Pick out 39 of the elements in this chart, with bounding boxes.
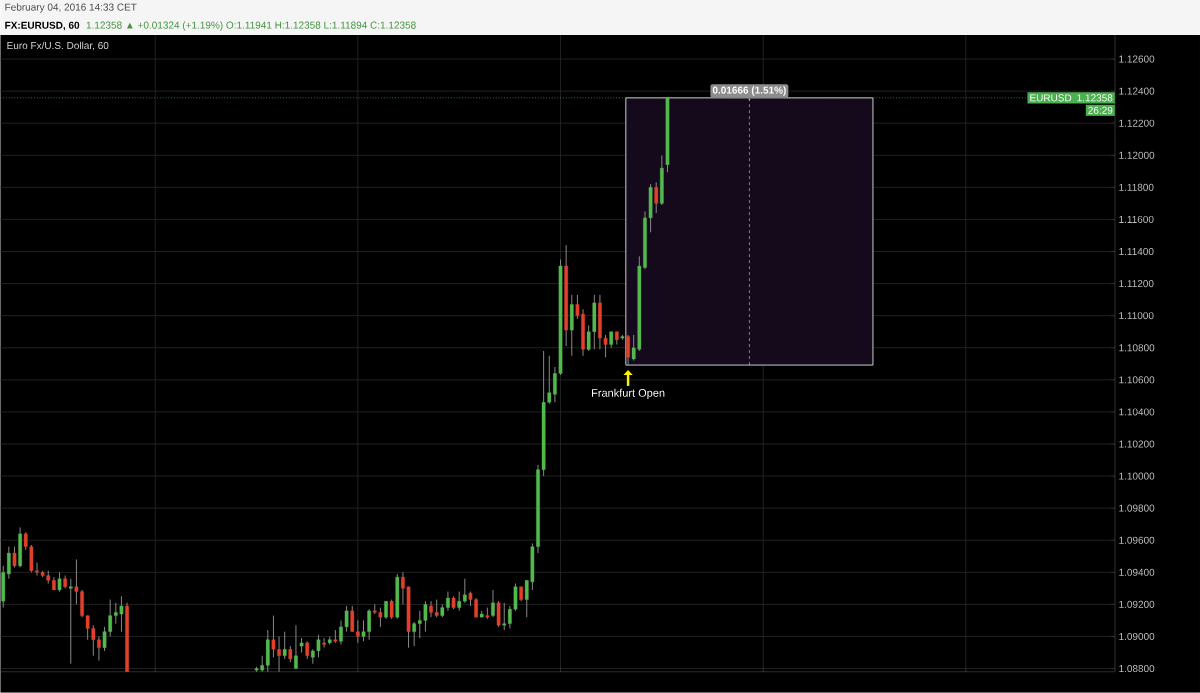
candlestick — [491, 589, 495, 618]
annotation: 1.12358 — [1077, 94, 1113, 102]
candlestick — [626, 334, 630, 367]
text: February 04, 2016 14:33 CET — [5, 3, 137, 13]
y-tick-label: 1.09600 — [1119, 536, 1155, 544]
y-tick-label: 1.12600 — [1119, 55, 1155, 63]
candlestick — [282, 631, 287, 660]
y-tick-label: 1.09200 — [1119, 600, 1155, 609]
y-tick-label: 1.11800 — [1119, 183, 1154, 192]
candlestick — [654, 182, 659, 214]
y-tick-label: 1.10200 — [1119, 440, 1155, 448]
y-tick-label: 1.12000 — [1119, 151, 1155, 159]
candlestick — [496, 600, 501, 628]
y-tick-label: 1.09000 — [1119, 633, 1155, 641]
y-tick-label: 1.09400 — [1119, 568, 1155, 576]
y-tick-label: 1.11400 — [1119, 248, 1154, 256]
candlestick — [322, 637, 326, 649]
ref-line-label: EURUSD — [1030, 94, 1072, 102]
annotation: Frankfurt Open — [592, 388, 665, 400]
candlestick — [389, 599, 394, 620]
y-tick-label: 1.10600 — [1119, 376, 1155, 384]
y-tick-label: 1.12200 — [1119, 119, 1155, 127]
text: 1.12358 ▲ +0.01324 (+1.19%) O:1.11941 H:1.12358 L:1.11894 C:1.12358 — [86, 21, 416, 31]
y-tick-label: 1.10000 — [1119, 472, 1155, 480]
annotation: 26:29 — [1088, 106, 1113, 114]
y-tick-label: 1.11000 — [1119, 312, 1154, 320]
y-tick-label: 1.11200 — [1119, 280, 1154, 288]
candlestick — [294, 624, 298, 670]
text: Euro Fx/U.S. Dollar, 60 — [7, 41, 109, 51]
y-tick-label: 1.12400 — [1119, 87, 1155, 95]
y-tick-label: 1.10800 — [1119, 344, 1155, 352]
candlestick — [68, 578, 73, 665]
y-tick-label: 1.09800 — [1119, 504, 1155, 512]
y-tick-label: 1.11600 — [1119, 216, 1154, 224]
band-label: 0.01666 (1.51%) — [712, 86, 786, 96]
chart-title: FX:EURUSD, 60 — [5, 21, 80, 31]
y-tick-label: 1.10400 — [1119, 408, 1155, 416]
y-tick-label: 1.08800 — [1119, 665, 1155, 673]
candlestick — [57, 571, 62, 593]
